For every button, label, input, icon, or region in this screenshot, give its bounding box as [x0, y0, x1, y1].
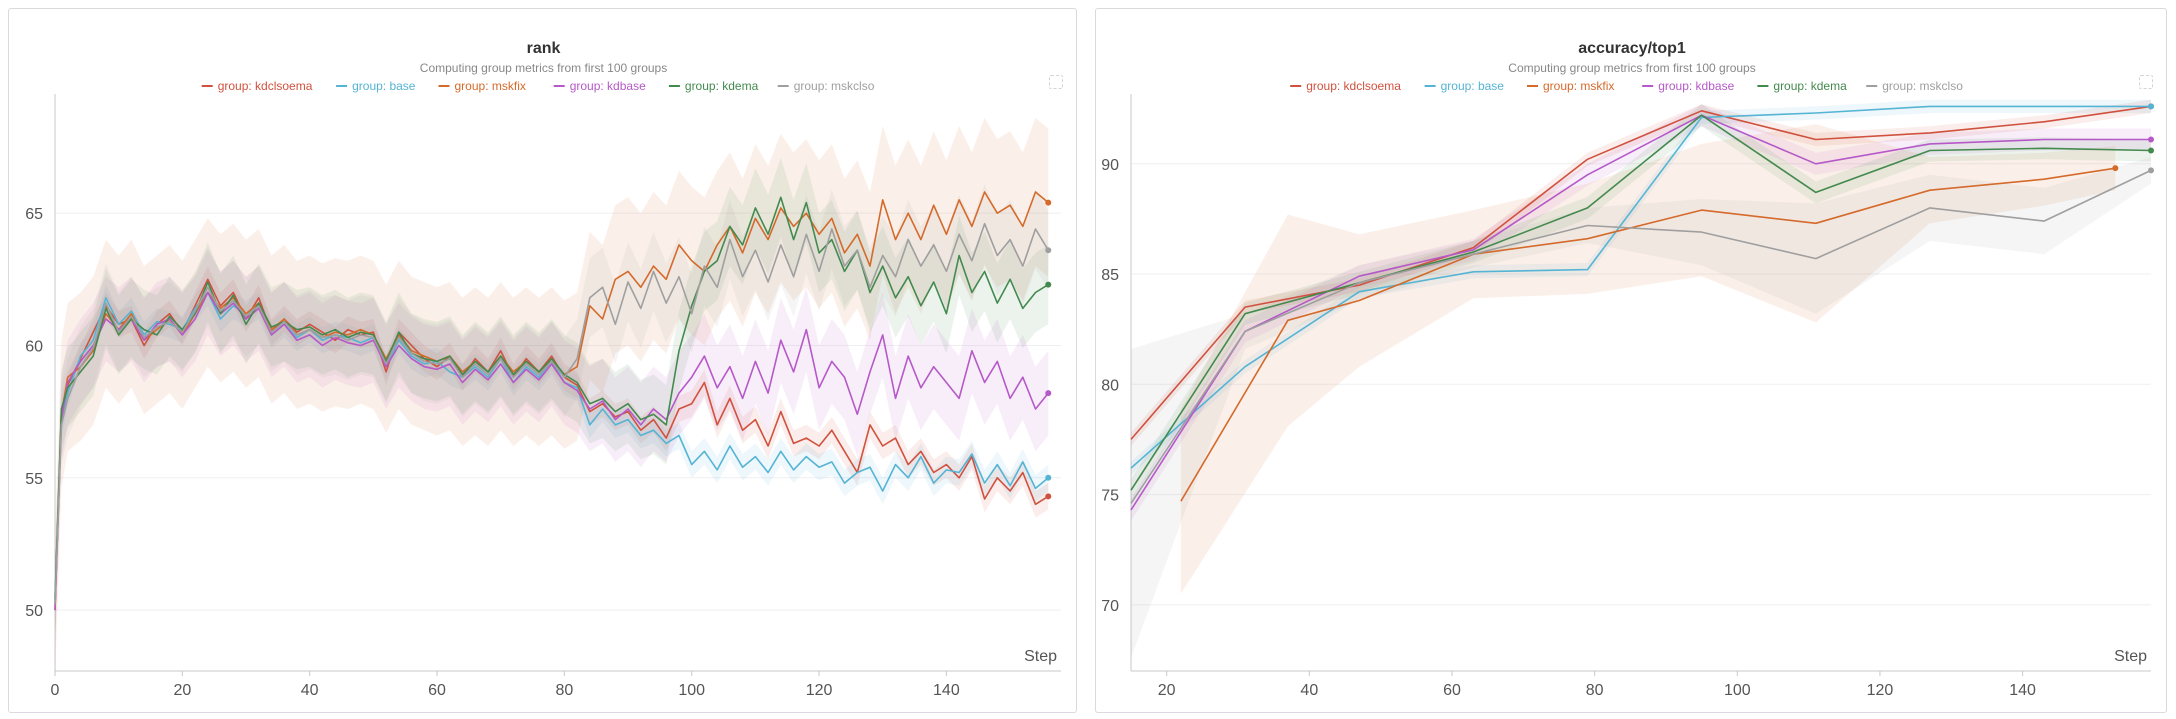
series-line-mskclso — [54, 222, 1049, 605]
x-tick-label-80: 80 — [1586, 682, 1604, 699]
confidence-bands — [1131, 99, 2151, 658]
x-tick-label-120: 120 — [1867, 682, 1894, 699]
legend-item-kdema: group: kdema — [1757, 79, 1847, 93]
legend-item-kdema: group: kdema — [668, 79, 759, 93]
series-end-point-kdema — [1045, 281, 1052, 288]
legend-label-kdbase: group: kdbase — [570, 79, 646, 93]
series-end-point-mskfix — [1045, 199, 1052, 206]
series-end-point-kdbase — [1045, 390, 1052, 397]
legend-label-base: group: base — [352, 79, 416, 93]
x-tick-label-0: 0 — [51, 682, 60, 699]
legend-label-kdclsoema: group: kdclsoema — [218, 79, 313, 93]
legend-label-mskfix: group: mskfix — [1543, 79, 1614, 93]
y-tick-label-55: 55 — [25, 471, 43, 488]
x-tick-label-20: 20 — [173, 682, 191, 699]
grid — [1131, 163, 2151, 606]
x-tick-label-100: 100 — [1724, 682, 1751, 699]
y-tick-label-50: 50 — [25, 603, 43, 620]
accuracy-top1-chart-panel: accuracy/top1 Computing group metrics fro… — [1095, 8, 2167, 713]
x-tick-label-80: 80 — [555, 682, 573, 699]
series-end-point-base — [1045, 474, 1052, 481]
series-end-point-base — [2148, 103, 2154, 110]
legend-item-mskclso: group: mskclso — [777, 79, 875, 93]
confidence-bands — [55, 117, 1049, 685]
chart-title: rank — [527, 40, 561, 57]
rank-chart-panel: rank Computing group metrics from first 1… — [8, 8, 1077, 713]
legend-item-mskclso: group: mskclso — [1866, 79, 1963, 93]
legend-item-mskfix: group: mskfix — [438, 79, 526, 93]
series-line-mskclso — [1130, 169, 2152, 504]
band-mskfix — [55, 117, 1049, 685]
series-line-kdbase — [1130, 114, 2151, 511]
legend-label-mskclso: group: mskclso — [794, 79, 875, 93]
chart-subtitle: Computing group metrics from first 100 g… — [420, 61, 667, 75]
y-tick-label-85: 85 — [1101, 267, 1119, 284]
legend-item-kdbase: group: kdbase — [553, 79, 646, 93]
y-tick-label-75: 75 — [1101, 488, 1119, 505]
x-tick-label-20: 20 — [1158, 682, 1176, 699]
band-mskfix — [1180, 124, 2116, 594]
series-end-point-kdema — [2148, 147, 2154, 154]
x-tick-label-40: 40 — [301, 682, 319, 699]
series-end-point-mskfix — [2112, 165, 2119, 172]
legend-label-base: group: base — [1441, 79, 1505, 93]
band-kdema — [55, 157, 1049, 640]
chart-title: accuracy/top1 — [1578, 40, 1686, 57]
legend-item-base: group: base — [336, 79, 416, 93]
x-tick-label-120: 120 — [806, 682, 833, 699]
chart-legend: group: kdclsoema group: base group: mskfix… — [1290, 79, 1963, 93]
chart-subtitle: Computing group metrics from first 100 g… — [1508, 61, 1755, 75]
y-tick-label-60: 60 — [25, 338, 43, 355]
legend-label-kdclsoema: group: kdclsoema — [1306, 79, 1401, 93]
series-lines — [54, 191, 1052, 611]
expand-panel-icon[interactable] — [1049, 75, 1063, 89]
chart-legend: group: kdclsoema group: base group: mskfix… — [201, 79, 875, 93]
x-tick-label-140: 140 — [2009, 682, 2036, 699]
grid — [55, 212, 1061, 611]
series-line-kdbase — [54, 291, 1049, 611]
legend-item-base: group: base — [1424, 79, 1505, 93]
rank-chart: rank Computing group metrics from first 1… — [25, 40, 1061, 699]
y-tick-label-80: 80 — [1101, 377, 1119, 394]
series-line-base — [1130, 105, 2151, 469]
band-mskclso — [55, 184, 1049, 645]
legend-label-kdbase: group: kdbase — [1658, 79, 1734, 93]
legend-item-kdclsoema: group: kdclsoema — [1290, 79, 1401, 93]
x-tick-label-140: 140 — [933, 682, 960, 699]
legend-label-kdema: group: kdema — [1773, 79, 1847, 93]
series-end-point-kdbase — [2148, 136, 2154, 143]
x-axis-label: Step — [1024, 648, 1057, 665]
series-end-point-mskclso — [2148, 167, 2154, 174]
band-mskclso — [1131, 157, 2151, 658]
y-tick-label-90: 90 — [1101, 157, 1119, 174]
x-tick-label-60: 60 — [1443, 682, 1461, 699]
legend-item-mskfix: group: mskfix — [1527, 79, 1614, 93]
series-line-kdclsoema — [1130, 105, 2152, 440]
legend-item-kdbase: group: kdbase — [1642, 79, 1735, 93]
x-tick-label-40: 40 — [1300, 682, 1318, 699]
band-base — [55, 279, 1049, 611]
band-kdema — [1131, 104, 2151, 502]
expand-panel-icon[interactable] — [2139, 75, 2153, 89]
x-tick-label-100: 100 — [678, 682, 705, 699]
series-line-kdclsoema — [54, 278, 1049, 605]
series-line-kdema — [54, 196, 1049, 600]
series-end-point-mskclso — [1045, 247, 1052, 254]
legend-label-mskfix: group: mskfix — [455, 79, 526, 93]
series-end-point-kdclsoema — [1045, 493, 1052, 500]
band-kdbase — [1131, 104, 2151, 521]
series-lines — [1130, 103, 2154, 511]
legend-item-kdclsoema: group: kdclsoema — [201, 79, 313, 93]
legend-label-kdema: group: kdema — [685, 79, 759, 93]
x-axis-label: Step — [2114, 648, 2147, 665]
legend-label-mskclso: group: mskclso — [1882, 79, 1963, 93]
series-line-kdema — [1130, 114, 2152, 491]
accuracy-top1-chart: accuracy/top1 Computing group metrics fro… — [1101, 40, 2154, 699]
y-tick-label-65: 65 — [25, 206, 43, 223]
y-tick-label-70: 70 — [1101, 598, 1119, 615]
x-tick-label-60: 60 — [428, 682, 446, 699]
series-line-mskfix — [1180, 167, 2116, 502]
